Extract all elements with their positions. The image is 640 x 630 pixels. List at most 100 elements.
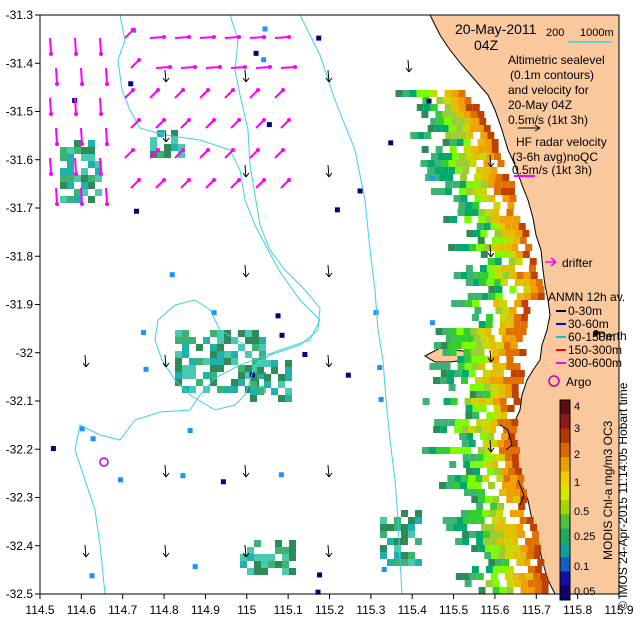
chl-cell <box>462 125 470 132</box>
chl-cell <box>424 132 432 139</box>
chl-cell <box>503 342 511 349</box>
chl-cell <box>486 468 494 475</box>
chl-cell <box>527 566 535 573</box>
chl-cell <box>231 379 238 386</box>
chl-cell <box>480 230 488 237</box>
chl-cell <box>504 573 512 580</box>
chl-cell <box>479 118 487 125</box>
chl-cell <box>455 167 463 174</box>
chl-cell <box>496 475 504 482</box>
chl-cell <box>483 531 491 538</box>
y-tick-label: -32.1 <box>6 394 34 408</box>
chl-cell <box>475 475 483 482</box>
chl-cell <box>507 468 515 475</box>
chl-cell <box>506 363 514 370</box>
chl-cell <box>128 81 134 87</box>
altimetry-arrow <box>180 65 197 69</box>
chl-cell <box>483 391 491 398</box>
chl-cell <box>387 559 394 566</box>
chl-cell <box>459 433 467 440</box>
chl-cell <box>439 482 447 489</box>
chl-cell <box>470 146 478 153</box>
chl-cell <box>189 372 196 379</box>
chl-cell <box>455 573 463 580</box>
chl-cell <box>478 363 486 370</box>
chl-cell <box>448 125 456 132</box>
chl-cell <box>450 97 458 104</box>
alt-legend-2: (0.1m contours) <box>510 68 594 82</box>
chl-cell <box>466 335 474 342</box>
chl-cell <box>487 181 495 188</box>
chl-cell <box>512 552 520 559</box>
chl-cell <box>505 461 513 468</box>
chl-cell <box>210 372 217 379</box>
chl-cell <box>506 216 514 223</box>
chl-cell <box>203 386 210 393</box>
colorbar-segment <box>560 471 570 487</box>
chl-cell <box>504 244 512 251</box>
chl-cell <box>515 251 523 258</box>
chl-cell <box>490 391 498 398</box>
chl-cell <box>518 531 526 538</box>
chl-cell <box>447 370 455 377</box>
chl-cell <box>511 538 519 545</box>
argo-float <box>99 457 109 467</box>
chl-cell <box>477 328 485 335</box>
chl-cell <box>484 328 492 335</box>
chl-cell <box>465 468 473 475</box>
chl-cell <box>464 97 472 104</box>
colorbar-segment <box>560 557 570 572</box>
altimetry-arrow <box>249 88 260 99</box>
chl-cell <box>519 552 527 559</box>
x-tick-label: 114.9 <box>191 603 220 617</box>
chl-cell <box>476 503 484 510</box>
chl-cell <box>500 279 508 286</box>
chl-cell <box>380 545 387 552</box>
chl-cell <box>409 90 417 97</box>
chl-cell <box>469 244 477 251</box>
chl-cell <box>513 545 521 552</box>
chl-cell <box>471 363 479 370</box>
coastal-features <box>499 424 525 506</box>
chl-cell <box>178 144 185 151</box>
chl-cell <box>67 161 74 168</box>
scale-label-200: 200 <box>546 27 564 39</box>
chl-cell <box>497 223 505 230</box>
chl-cell <box>516 272 524 279</box>
colorbar-tick-label: 3 <box>574 423 580 435</box>
chl-cell <box>488 293 496 300</box>
chl-cell <box>67 175 74 182</box>
current-arrow <box>325 264 333 278</box>
contour-1000m <box>154 14 321 411</box>
chl-cell <box>523 559 531 566</box>
colorbar-segment <box>560 585 570 601</box>
altimetry-arrow <box>130 118 141 129</box>
chl-cell <box>488 377 496 384</box>
y-tick-label: -31.5 <box>6 105 34 119</box>
chl-cell <box>410 132 418 139</box>
chl-cell <box>480 251 488 258</box>
chl-cell <box>247 547 254 554</box>
x-tick-label: 115.4 <box>398 603 427 617</box>
chl-cell <box>465 202 473 209</box>
chl-cell <box>507 188 515 195</box>
chl-cell <box>210 358 217 365</box>
chl-cell <box>449 111 457 118</box>
chl-cell <box>502 195 510 202</box>
chl-cell <box>484 447 492 454</box>
chl-cell <box>490 384 498 391</box>
chl-cell <box>278 395 285 402</box>
altimetry-arrow <box>80 67 84 86</box>
altimetry-arrow <box>55 67 59 86</box>
chl-cell <box>496 370 504 377</box>
chl-cell <box>483 160 491 167</box>
chl-cell <box>455 244 463 251</box>
chl-cell <box>495 559 503 566</box>
chl-cell <box>420 160 428 167</box>
chl-cell <box>471 209 479 216</box>
chl-cell <box>50 446 56 452</box>
chl-cell <box>134 208 140 214</box>
chl-cell <box>401 559 408 566</box>
chl-cell <box>446 377 454 384</box>
chl-cell <box>513 398 521 405</box>
